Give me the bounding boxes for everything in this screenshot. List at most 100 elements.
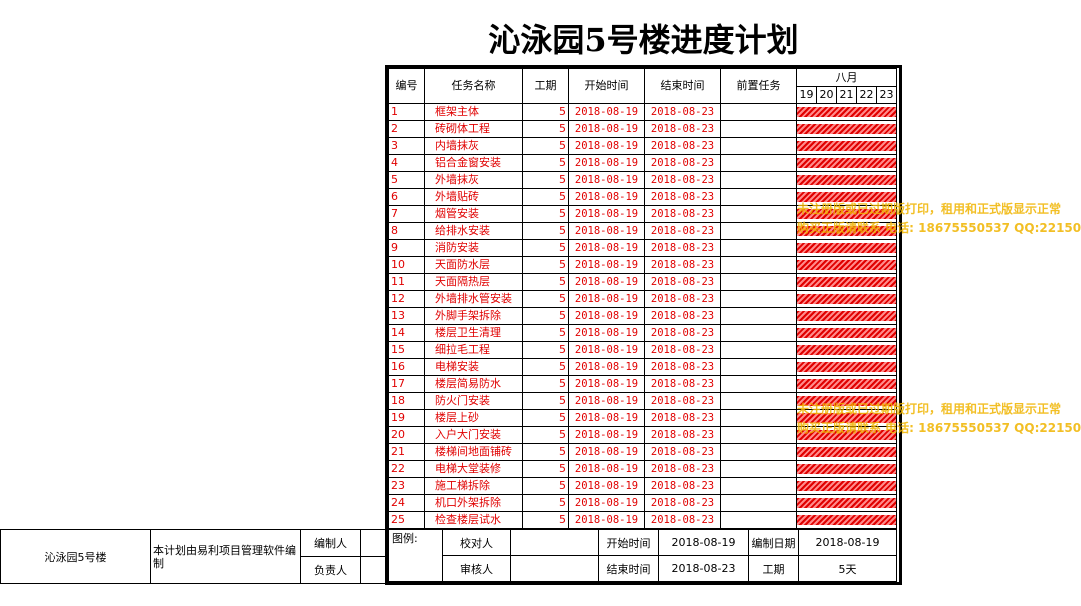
task-duration: 5 — [522, 290, 569, 308]
table-row[interactable]: 17 楼层简易防水 5 2018-08-19 2018-08-23 — [388, 375, 897, 393]
gantt-bar — [797, 379, 896, 389]
end-label: 结束时间 — [598, 555, 659, 582]
gantt-cell — [796, 324, 897, 342]
task-start: 2018-08-19 — [568, 443, 645, 461]
table-row[interactable]: 3 内墙抹灰 5 2018-08-19 2018-08-23 — [388, 137, 897, 155]
table-row[interactable]: 24 机口外架拆除 5 2018-08-19 2018-08-23 — [388, 494, 897, 512]
table-row[interactable]: 23 施工梯拆除 5 2018-08-19 2018-08-23 — [388, 477, 897, 495]
gantt-bar — [797, 141, 896, 151]
gantt-cell — [796, 137, 897, 155]
task-duration: 5 — [522, 358, 569, 376]
table-row[interactable]: 19 楼层上砂 5 2018-08-19 2018-08-23 — [388, 409, 897, 427]
table-row[interactable]: 13 外脚手架拆除 5 2018-08-19 2018-08-23 — [388, 307, 897, 325]
task-predecessor — [720, 460, 797, 478]
task-end: 2018-08-23 — [644, 443, 721, 461]
gantt-bar — [797, 260, 896, 270]
task-end: 2018-08-23 — [644, 426, 721, 444]
gantt-cell — [796, 341, 897, 359]
task-predecessor — [720, 273, 797, 291]
task-end: 2018-08-23 — [644, 137, 721, 155]
table-row[interactable]: 20 入户大门安装 5 2018-08-19 2018-08-23 — [388, 426, 897, 444]
project-name: 沁泳园5号楼 — [0, 529, 151, 584]
task-end: 2018-08-23 — [644, 324, 721, 342]
task-end: 2018-08-23 — [644, 188, 721, 206]
month-label: 八月 — [797, 70, 896, 87]
task-predecessor — [720, 205, 797, 223]
table-row[interactable]: 8 给排水安装 5 2018-08-19 2018-08-23 — [388, 222, 897, 240]
task-name: 消防安装 — [424, 239, 523, 257]
task-num: 20 — [388, 426, 425, 444]
compiler-value — [360, 529, 387, 557]
table-row[interactable]: 9 消防安装 5 2018-08-19 2018-08-23 — [388, 239, 897, 257]
compile-date-value: 2018-08-19 — [798, 529, 897, 556]
task-end: 2018-08-23 — [644, 375, 721, 393]
checker-value — [510, 529, 599, 556]
gantt-bar — [797, 447, 896, 457]
table-row[interactable]: 1 框架主体 5 2018-08-19 2018-08-23 — [388, 103, 897, 121]
task-start: 2018-08-19 — [568, 307, 645, 325]
task-duration: 5 — [522, 460, 569, 478]
table-row[interactable]: 21 楼梯间地面铺砖 5 2018-08-19 2018-08-23 — [388, 443, 897, 461]
table-row[interactable]: 14 楼层卫生清理 5 2018-08-19 2018-08-23 — [388, 324, 897, 342]
table-row[interactable]: 5 外墙抹灰 5 2018-08-19 2018-08-23 — [388, 171, 897, 189]
watermark-line: 购买正版请联系 电话: 18675550537 QQ:22150066 — [797, 221, 1081, 235]
day-label: 20 — [817, 87, 837, 103]
reviewer-value — [510, 555, 599, 582]
task-duration: 5 — [522, 392, 569, 410]
task-num: 7 — [388, 205, 425, 223]
compile-date-label: 编制日期 — [748, 529, 799, 556]
task-start: 2018-08-19 — [568, 188, 645, 206]
table-row[interactable]: 22 电梯大堂装修 5 2018-08-19 2018-08-23 — [388, 460, 897, 478]
table-row[interactable]: 15 细拉毛工程 5 2018-08-19 2018-08-23 — [388, 341, 897, 359]
table-row[interactable]: 25 检查楼层试水 5 2018-08-19 2018-08-23 — [388, 511, 897, 529]
task-end: 2018-08-23 — [644, 477, 721, 495]
task-end: 2018-08-23 — [644, 273, 721, 291]
table-row[interactable]: 16 电梯安装 5 2018-08-19 2018-08-23 — [388, 358, 897, 376]
task-predecessor — [720, 477, 797, 495]
task-predecessor — [720, 120, 797, 138]
header-start: 开始时间 — [568, 68, 645, 104]
task-start: 2018-08-19 — [568, 239, 645, 257]
table-row[interactable]: 2 砖砌体工程 5 2018-08-19 2018-08-23 — [388, 120, 897, 138]
task-start: 2018-08-19 — [568, 358, 645, 376]
task-duration: 5 — [522, 409, 569, 427]
header-num: 编号 — [388, 68, 425, 104]
task-name: 天面防水层 — [424, 256, 523, 274]
task-duration: 5 — [522, 222, 569, 240]
gantt-cell — [796, 494, 897, 512]
task-end: 2018-08-23 — [644, 154, 721, 172]
schedule-frame — [385, 65, 902, 585]
task-end: 2018-08-23 — [644, 358, 721, 376]
task-name: 楼层卫生清理 — [424, 324, 523, 342]
table-row[interactable]: 7 烟管安装 5 2018-08-19 2018-08-23 — [388, 205, 897, 223]
start-value: 2018-08-19 — [658, 529, 749, 556]
task-end: 2018-08-23 — [644, 239, 721, 257]
task-num: 15 — [388, 341, 425, 359]
start-label: 开始时间 — [598, 529, 659, 556]
task-name: 楼层上砂 — [424, 409, 523, 427]
table-row[interactable]: 4 铝合金窗安装 5 2018-08-19 2018-08-23 — [388, 154, 897, 172]
task-end: 2018-08-23 — [644, 494, 721, 512]
day-label: 23 — [879, 88, 894, 101]
task-num: 19 — [388, 409, 425, 427]
watermark-line: 未注册版或已过期版打印，租用和正式版显示正常 — [797, 202, 1062, 216]
table-row[interactable]: 18 防火门安装 5 2018-08-19 2018-08-23 — [388, 392, 897, 410]
software-note: 本计划由易利项目管理软件编制 — [150, 529, 301, 584]
gantt-cell — [796, 358, 897, 376]
task-name: 内墙抹灰 — [424, 137, 523, 155]
gantt-bar — [797, 124, 896, 134]
task-num: 23 — [388, 477, 425, 495]
task-num: 21 — [388, 443, 425, 461]
gantt-bar — [797, 277, 896, 287]
gantt-cell — [796, 273, 897, 291]
watermark-line: 未注册版或已过期版打印，租用和正式版显示正常 — [797, 402, 1062, 416]
task-duration: 5 — [522, 375, 569, 393]
table-row[interactable]: 11 天面隔热层 5 2018-08-19 2018-08-23 — [388, 273, 897, 291]
task-predecessor — [720, 154, 797, 172]
task-end: 2018-08-23 — [644, 307, 721, 325]
table-row[interactable]: 10 天面防水层 5 2018-08-19 2018-08-23 — [388, 256, 897, 274]
table-row[interactable]: 12 外墙排水管安装 5 2018-08-19 2018-08-23 — [388, 290, 897, 308]
task-num: 5 — [388, 171, 425, 189]
gantt-cell — [796, 511, 897, 529]
task-predecessor — [720, 256, 797, 274]
